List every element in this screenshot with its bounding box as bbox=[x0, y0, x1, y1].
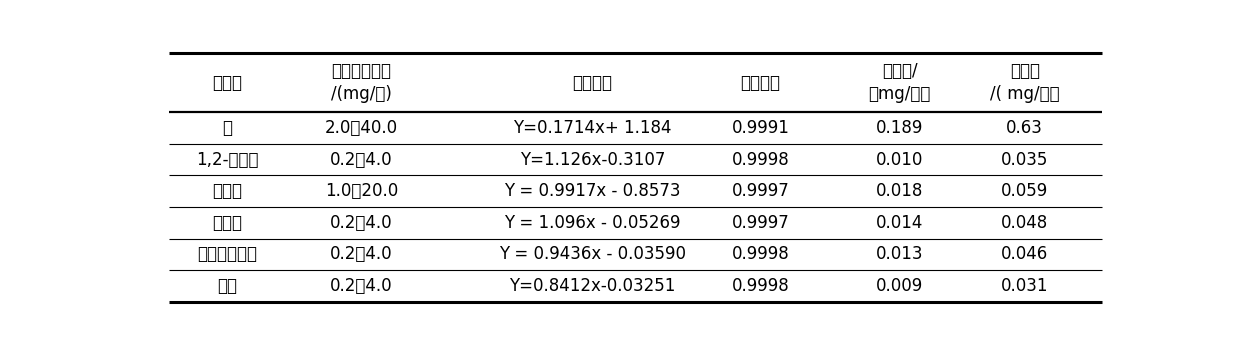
Text: 薄荷醇: 薄荷醇 bbox=[212, 214, 242, 232]
Text: 烟碱: 烟碱 bbox=[217, 277, 237, 295]
Text: 0.189: 0.189 bbox=[877, 119, 924, 137]
Text: 0.046: 0.046 bbox=[1001, 245, 1048, 263]
Text: 0.2～4.0: 0.2～4.0 bbox=[330, 277, 393, 295]
Text: 化合物: 化合物 bbox=[212, 74, 242, 92]
Text: 三乙酸甘油酯: 三乙酸甘油酯 bbox=[197, 245, 257, 263]
Text: 0.9998: 0.9998 bbox=[732, 151, 790, 169]
Text: 1.0～20.0: 1.0～20.0 bbox=[325, 182, 398, 200]
Text: 0.2～4.0: 0.2～4.0 bbox=[330, 151, 393, 169]
Text: 0.63: 0.63 bbox=[1007, 119, 1043, 137]
Text: Y = 0.9917x - 0.8573: Y = 0.9917x - 0.8573 bbox=[503, 182, 681, 200]
Text: 回归方程: 回归方程 bbox=[572, 74, 613, 92]
Text: 丙三醇: 丙三醇 bbox=[212, 182, 242, 200]
Text: 0.035: 0.035 bbox=[1001, 151, 1048, 169]
Text: 0.031: 0.031 bbox=[1001, 277, 1049, 295]
Text: 0.2～4.0: 0.2～4.0 bbox=[330, 245, 393, 263]
Text: 线性浓度范围
/(mg/支): 线性浓度范围 /(mg/支) bbox=[331, 62, 392, 104]
Text: Y=1.126x-0.3107: Y=1.126x-0.3107 bbox=[520, 151, 665, 169]
Text: 0.009: 0.009 bbox=[877, 277, 924, 295]
Text: 2.0～40.0: 2.0～40.0 bbox=[325, 119, 398, 137]
Text: 0.018: 0.018 bbox=[877, 182, 924, 200]
Text: 相关系数: 相关系数 bbox=[740, 74, 780, 92]
Text: 定量限
/( mg/支）: 定量限 /( mg/支） bbox=[990, 62, 1059, 104]
Text: 0.014: 0.014 bbox=[877, 214, 924, 232]
Text: 0.010: 0.010 bbox=[877, 151, 924, 169]
Text: 0.9997: 0.9997 bbox=[732, 182, 790, 200]
Text: 0.059: 0.059 bbox=[1001, 182, 1048, 200]
Text: Y = 0.9436x - 0.03590: Y = 0.9436x - 0.03590 bbox=[498, 245, 686, 263]
Text: 0.9998: 0.9998 bbox=[732, 245, 790, 263]
Text: 0.013: 0.013 bbox=[875, 245, 924, 263]
Text: 1,2-丙二醇: 1,2-丙二醇 bbox=[196, 151, 258, 169]
Text: 检出限/
（mg/支）: 检出限/ （mg/支） bbox=[868, 62, 931, 104]
Text: 0.048: 0.048 bbox=[1001, 214, 1048, 232]
Text: 水: 水 bbox=[222, 119, 232, 137]
Text: 0.9998: 0.9998 bbox=[732, 277, 790, 295]
Text: Y=0.1714x+ 1.184: Y=0.1714x+ 1.184 bbox=[513, 119, 672, 137]
Text: Y = 1.096x - 0.05269: Y = 1.096x - 0.05269 bbox=[503, 214, 681, 232]
Text: 0.2～4.0: 0.2～4.0 bbox=[330, 214, 393, 232]
Text: Y=0.8412x-0.03251: Y=0.8412x-0.03251 bbox=[510, 277, 676, 295]
Text: 0.9997: 0.9997 bbox=[732, 214, 790, 232]
Text: 0.9991: 0.9991 bbox=[732, 119, 790, 137]
